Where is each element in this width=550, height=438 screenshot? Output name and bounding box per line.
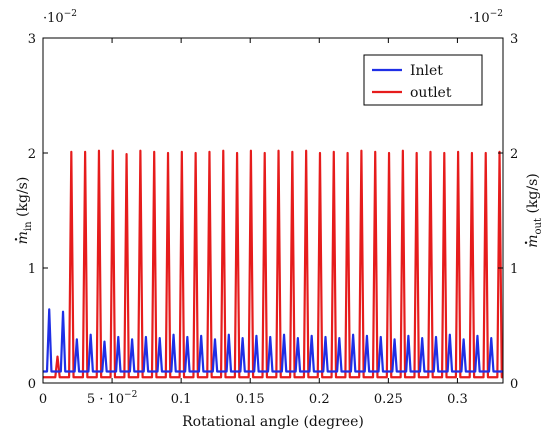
y-tick-label-right: 3 <box>510 32 518 47</box>
y-axis-multiplier-right: ·10−2 <box>469 9 503 26</box>
x-tick-label: 0.1 <box>171 392 192 407</box>
dot-accent <box>14 238 18 241</box>
x-tick-label: 0 <box>39 392 47 407</box>
y-tick-label-right: 1 <box>510 262 518 277</box>
y-tick-label-left: 1 <box>28 262 36 277</box>
plot-area <box>43 149 503 379</box>
y-tick-label-right: 0 <box>510 377 518 392</box>
x-tick-label: 0.25 <box>374 392 403 407</box>
x-tick-label: 0.15 <box>236 392 265 407</box>
legend-label: outlet <box>410 85 452 101</box>
series-line-inlet <box>43 308 503 373</box>
svg-text:min (kg/s): min (kg/s) <box>15 177 34 245</box>
legend-box <box>363 54 483 106</box>
x-tick-label: 0.2 <box>309 392 330 407</box>
y-axis-title-left: min (kg/s) <box>14 177 34 245</box>
plot-frame <box>42 37 504 384</box>
y-axis-title-right: mout (kg/s) <box>524 173 544 248</box>
x-tick-label: 0.3 <box>447 392 468 407</box>
series-line-outlet <box>43 149 503 379</box>
x-axis-title: Rotational angle (degree) <box>182 414 364 430</box>
y-tick-label-right: 2 <box>510 147 518 162</box>
y-tick-label-left: 3 <box>28 32 36 47</box>
svg-text:mout (kg/s): mout (kg/s) <box>525 173 544 248</box>
y-tick-label-left: 2 <box>28 147 36 162</box>
y-tick-label-left: 0 <box>28 377 36 392</box>
y-axis-multiplier-left: ·10−2 <box>43 9 77 26</box>
dot-accent <box>524 241 528 244</box>
legend-label: Inlet <box>410 63 443 79</box>
x-tick-label: 5 · 10−2 <box>87 390 137 407</box>
legend: Inlet outlet <box>363 54 483 106</box>
